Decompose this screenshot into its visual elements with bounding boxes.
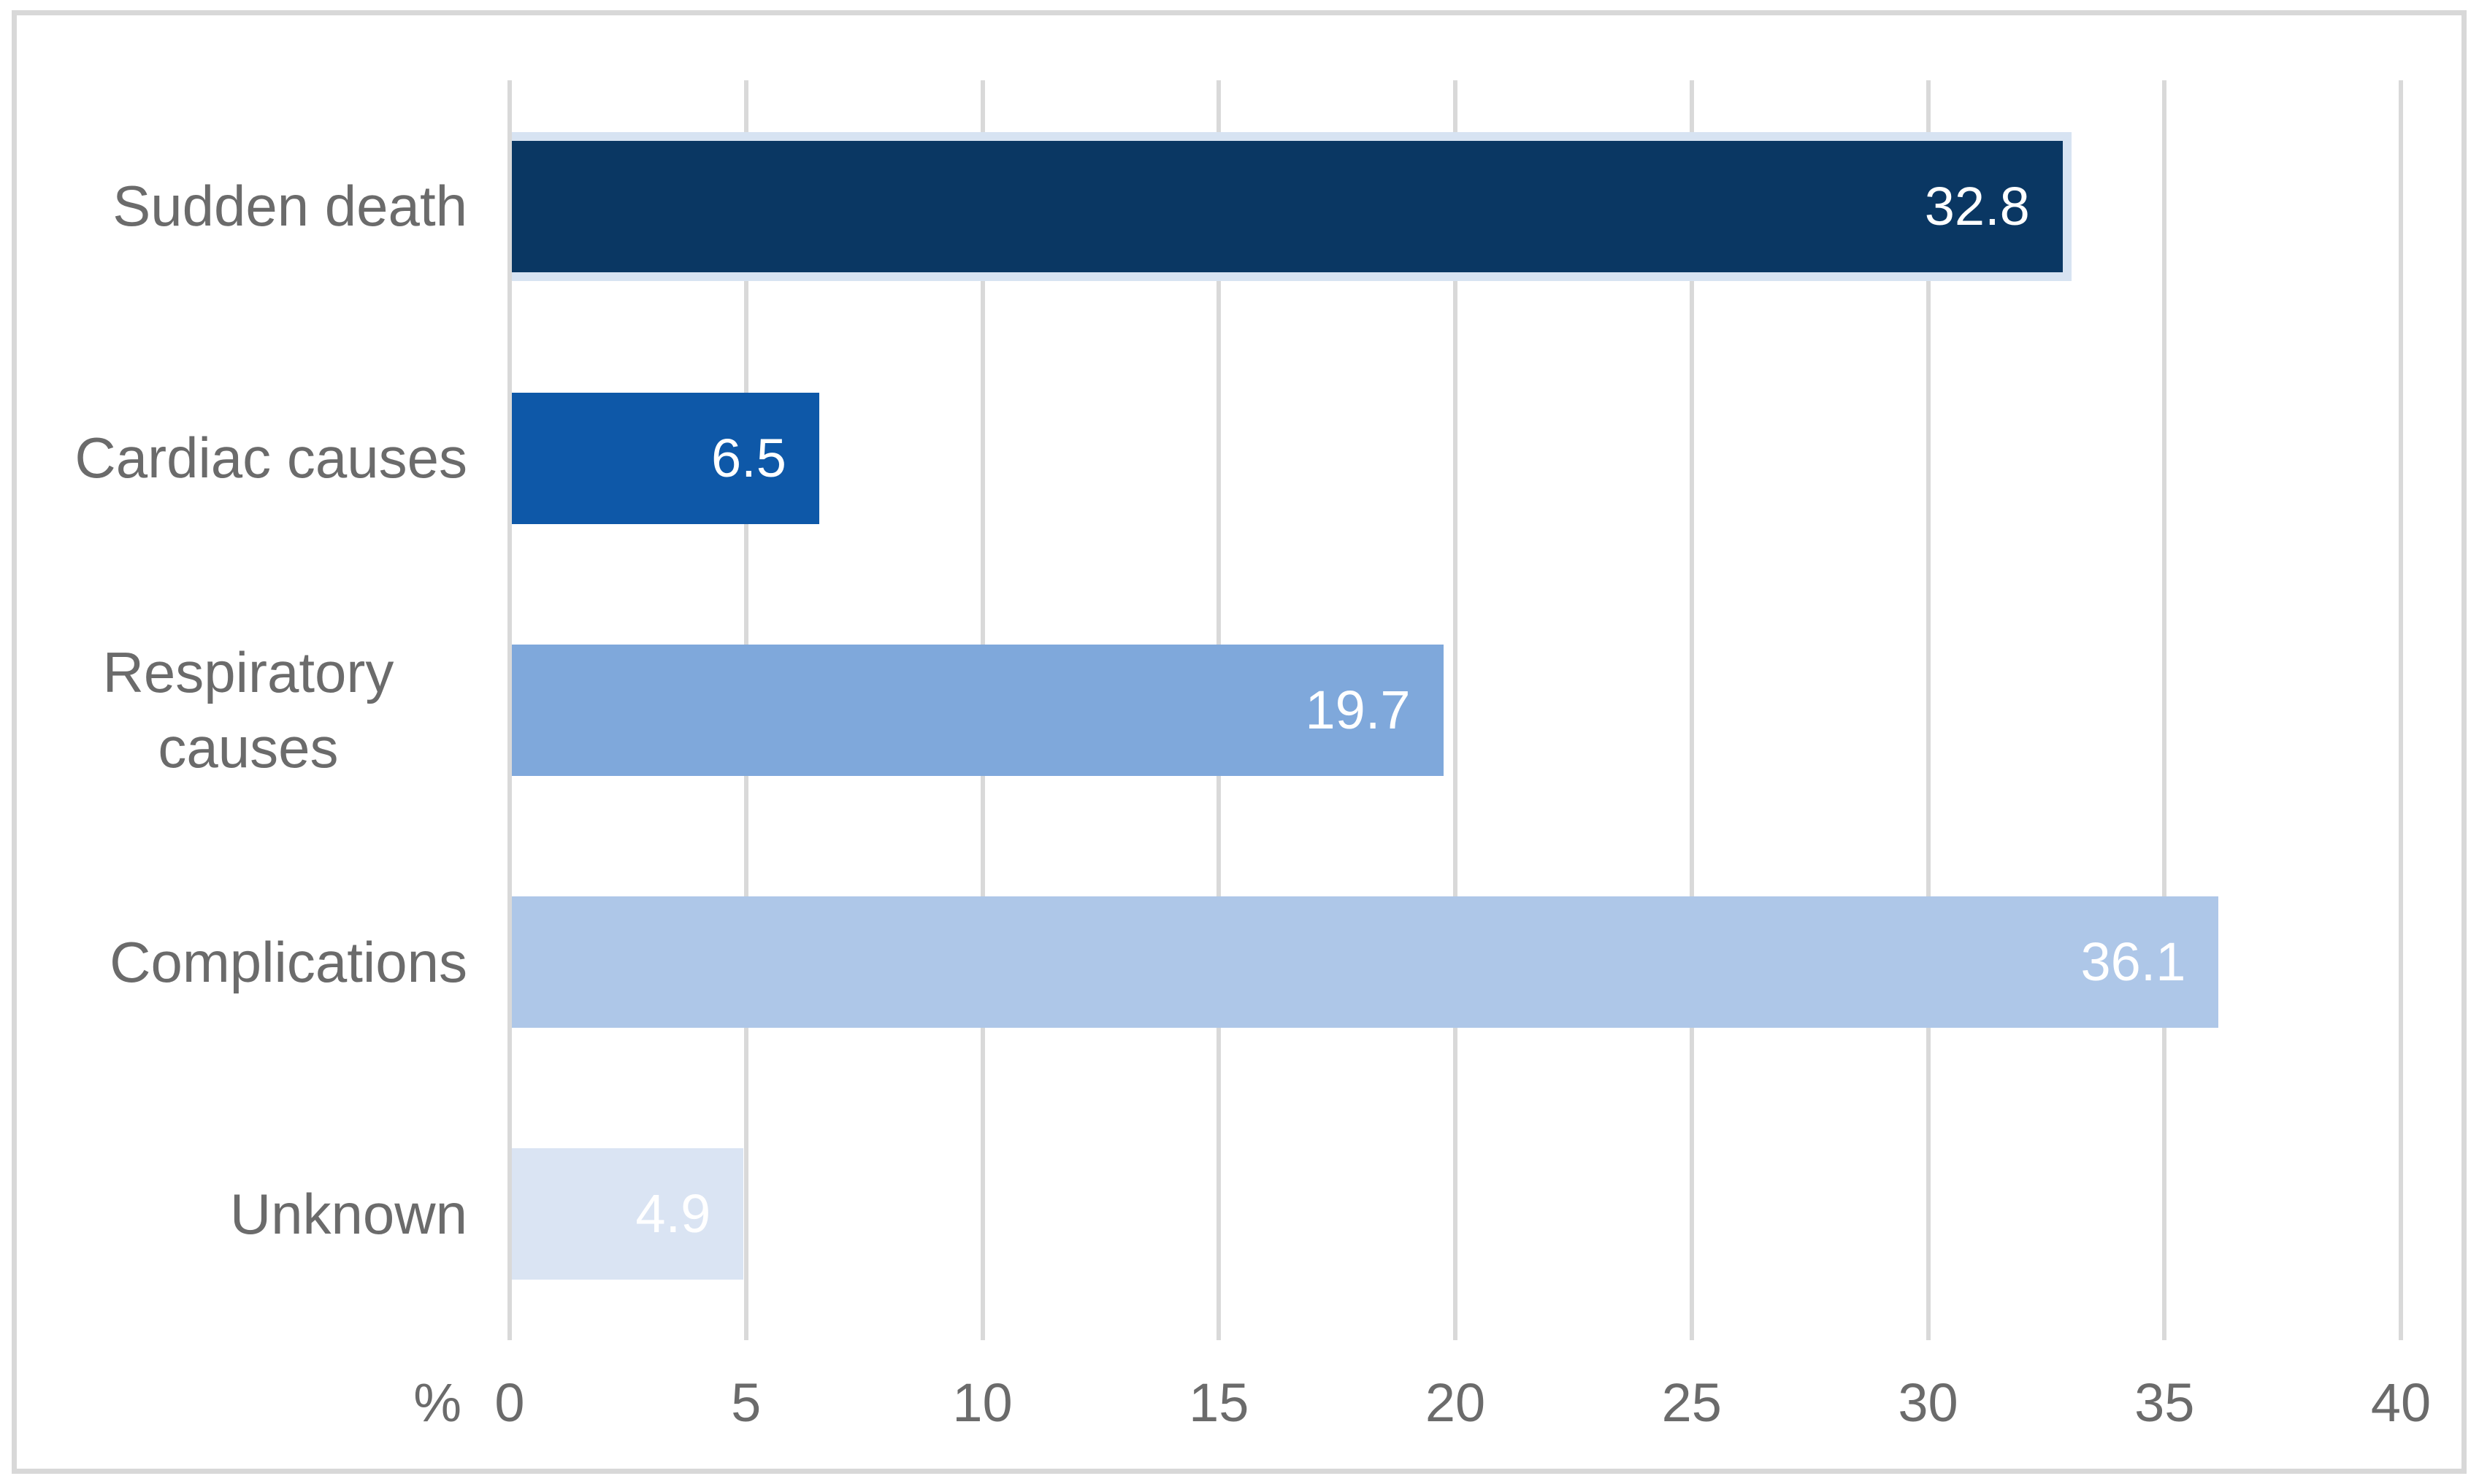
data-label-cardiac-causes: 6.5 [711, 427, 786, 488]
bar-unknown [512, 1148, 744, 1280]
category-label-text: Unknown [229, 1181, 467, 1246]
x-axis-unit-label: % [413, 1372, 461, 1433]
chart-frame [12, 10, 2467, 1474]
category-label-cardiac-causes: Cardiac causes [29, 332, 467, 584]
tick-label-5: 5 [731, 1372, 762, 1433]
tick-label-35: 35 [2134, 1372, 2195, 1433]
plot-area: 32.8 6.5 19.7 36.1 4.9 [507, 80, 2403, 1340]
category-label-text: Respiratory causes [102, 640, 394, 780]
gridline-35 [2162, 80, 2167, 1340]
tick-label-40: 40 [2370, 1372, 2432, 1433]
gridline-30 [1926, 80, 1931, 1340]
tick-label-25: 25 [1661, 1372, 1722, 1433]
data-label-respiratory-causes: 19.7 [1305, 680, 1411, 740]
bar-complications [512, 896, 2219, 1029]
tick-label-20: 20 [1425, 1372, 1486, 1433]
category-label-text: Complications [110, 929, 467, 994]
bar-sudden-death [512, 140, 2063, 272]
gridline-20 [1453, 80, 1457, 1340]
gridline-40 [2399, 80, 2403, 1340]
category-label-complications: Complications [29, 837, 467, 1088]
category-label-text: Cardiac causes [74, 426, 467, 491]
data-label-unknown: 4.9 [635, 1183, 711, 1245]
tick-label-15: 15 [1189, 1372, 1249, 1433]
tick-label-0: 0 [494, 1372, 525, 1433]
gridline-25 [1689, 80, 1694, 1340]
tick-label-10: 10 [952, 1372, 1013, 1433]
category-label-text: Sudden death [112, 174, 467, 239]
data-label-sudden-death: 32.8 [1924, 175, 2030, 237]
bar-respiratory-causes [512, 645, 1444, 776]
tick-label-30: 30 [1898, 1372, 1958, 1433]
gridline-0 [507, 80, 512, 1340]
data-label-complications: 36.1 [2080, 931, 2186, 993]
category-label-unknown: Unknown [29, 1088, 467, 1340]
bar-cardiac-causes [512, 392, 819, 524]
category-label-sudden-death: Sudden death [29, 80, 467, 332]
category-label-respiratory-causes: Respiratory causes [29, 584, 467, 836]
